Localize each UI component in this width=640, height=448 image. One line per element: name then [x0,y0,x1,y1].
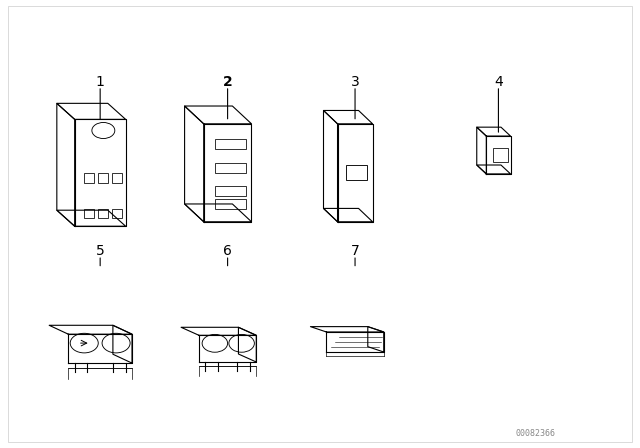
Text: 1: 1 [96,74,104,89]
Bar [215,139,246,149]
Text: 2: 2 [223,74,232,89]
Bar [493,148,508,162]
Bar [111,173,122,183]
Bar [215,164,246,173]
Bar [98,173,108,183]
Bar [84,173,94,183]
Text: 6: 6 [223,244,232,258]
Text: 3: 3 [351,74,360,89]
Bar [84,209,94,218]
Text: 5: 5 [96,244,104,258]
Text: 4: 4 [494,74,503,89]
Bar [111,209,122,218]
Bar [215,186,246,195]
Text: 00082366: 00082366 [516,429,556,438]
Bar [215,199,246,209]
Text: 7: 7 [351,244,360,258]
Bar [346,165,367,180]
Bar [98,209,108,218]
